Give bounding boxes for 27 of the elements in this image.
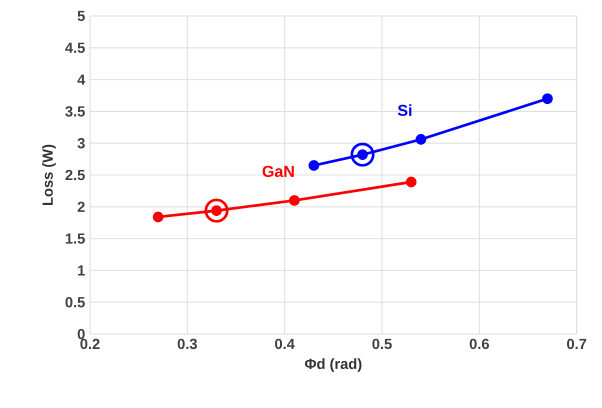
- y-tick-label: 1.5: [66, 233, 85, 244]
- point: [289, 195, 300, 206]
- x-axis-title: Φd (rad): [304, 358, 362, 372]
- x-tick-label: 0.4: [275, 338, 295, 350]
- y-tick-label: 3: [77, 138, 85, 148]
- y-tick-label: 2.5: [65, 170, 85, 180]
- x-tick-label: 0.6: [470, 338, 490, 350]
- y-tick-label: 4: [77, 74, 86, 85]
- point: [406, 176, 417, 188]
- y-tick-label: 1: [78, 265, 85, 276]
- series-label: Si: [398, 104, 412, 116]
- point: [152, 212, 164, 222]
- y-tick-label: 4.5: [65, 42, 85, 53]
- point: [542, 93, 553, 104]
- x-tick-label: 0.7: [567, 338, 586, 350]
- x-tick-label: 0.2: [80, 338, 100, 350]
- x-tick-label: 0.5: [372, 338, 392, 350]
- y-tick-label: 3.5: [65, 106, 85, 117]
- point: [308, 160, 320, 171]
- y-tick-label: 0: [78, 328, 85, 340]
- y-tick-label: 2: [78, 202, 85, 212]
- y-tick-label: 0.5: [65, 297, 85, 308]
- y-axis-title: Loss (W): [42, 144, 56, 205]
- x-tick-label: 0.3: [178, 338, 198, 350]
- series-label: GaN: [262, 166, 294, 178]
- y-tick-label: 5: [78, 10, 85, 22]
- point: [416, 134, 426, 145]
